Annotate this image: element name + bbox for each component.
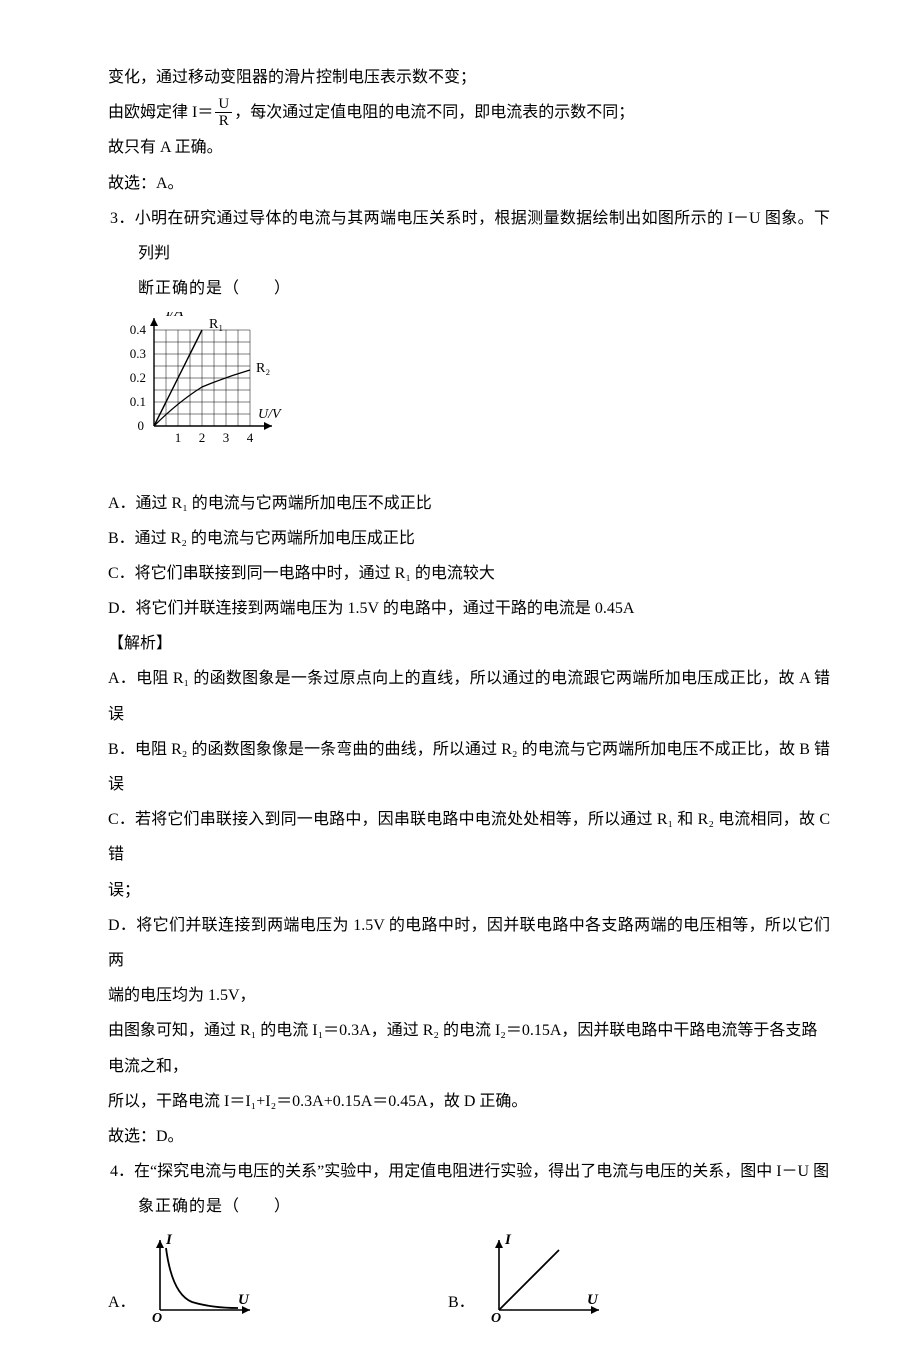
cont-l2-post: ，每次通过定值电阻的电流不同，即电流表的示数不同；: [234, 95, 634, 130]
frac-den: R: [216, 113, 232, 130]
q3-sol-d3: 由图象可知，通过 R₁ 的电流 I₁＝0.3A，通过 R₂ 的电流 I₂＝0.1…: [90, 1013, 830, 1048]
q3-stem-line2: 断正确的是（ ）: [90, 271, 830, 306]
fraction-u-over-r: U R: [215, 96, 232, 130]
q3-opt-d: D．将它们并联连接到两端电压为 1.5V 的电路中，通过干路的电流是 0.45A: [90, 591, 830, 626]
q3-sol-b: B．电阻 R₂ 的函数图象像是一条弯曲的曲线，所以通过 R₂ 的电流与它两端所加…: [90, 732, 830, 802]
cont-line-2: 由欧姆定律 I＝ U R ，每次通过定值电阻的电流不同，即电流表的示数不同；: [90, 95, 830, 130]
frac-num: U: [215, 96, 232, 114]
axis-y-label: I/A: [165, 312, 184, 320]
q3-solution-header: 【解析】: [90, 626, 830, 661]
cont-line-1: 变化，通过移动变阻器的滑片控制电压表示数不变；: [90, 60, 830, 95]
q4-chart-a: I U O: [142, 1234, 262, 1324]
q4-stem-a: 在“探究电流与电压的关系”实验中，用定值电阻进行实验，得出了电流与电压的关系，图…: [134, 1163, 829, 1180]
q3-stem-a: 小明在研究通过导体的电流与其两端电压关系时，根据测量数据绘制出如图所示的 I－U…: [135, 210, 830, 262]
svg-text:U: U: [587, 1292, 599, 1308]
axis-x-label: U/V: [258, 407, 282, 422]
svg-text:3: 3: [223, 430, 230, 445]
series-r1-label: R₁: [209, 317, 223, 332]
q4-choice-b: B． I U O: [448, 1234, 611, 1324]
cont-line-3: 故只有 A 正确。: [90, 130, 830, 165]
q4-opt-a-label: A．: [108, 1285, 136, 1324]
svg-text:2: 2: [199, 430, 206, 445]
cont-l2-pre: 由欧姆定律 I＝: [108, 95, 213, 130]
svg-text:4: 4: [247, 430, 254, 445]
q3-iv-chart: I/A U/V R₁ R₂ 0 0.1 0.2 0.3 0.4 1 2 3 4: [90, 312, 830, 475]
q3-sol-d4: 电流之和，: [90, 1049, 830, 1084]
svg-text:I: I: [165, 1234, 173, 1248]
q3-stem-line1: 3．小明在研究通过导体的电流与其两端电压关系时，根据测量数据绘制出如图所示的 I…: [90, 201, 830, 271]
svg-text:0.4: 0.4: [130, 322, 147, 337]
q3-opt-b: B．通过 R₂ 的电流与它两端所加电压成正比: [90, 521, 830, 556]
svg-text:0.1: 0.1: [130, 394, 146, 409]
q4-stem-line2: 象正确的是（ ）: [90, 1189, 830, 1224]
svg-text:O: O: [491, 1311, 501, 1324]
q3-opt-a: A．通过 R₁ 的电流与它两端所加电压不成正比: [90, 486, 830, 521]
svg-text:0.2: 0.2: [130, 370, 146, 385]
series-r2-label: R₂: [256, 361, 270, 376]
svg-text:1: 1: [175, 430, 182, 445]
svg-text:U: U: [238, 1292, 250, 1308]
q3-sol-d5: 所以，干路电流 I＝I₁+I₂＝0.3A+0.15A＝0.45A，故 D 正确。: [90, 1084, 830, 1119]
q3-answer: 故选：D。: [90, 1119, 830, 1154]
q4-chart-b: I U O: [481, 1234, 611, 1324]
q4-opt-b-label: B．: [448, 1285, 475, 1324]
q4-number: 4．: [110, 1163, 134, 1180]
q4-choice-row: A． I U O B． I U O: [90, 1234, 830, 1324]
q3-sol-c1: C．若将它们串联接入到同一电路中，因串联电路中电流处处相等，所以通过 R₁ 和 …: [90, 802, 830, 872]
svg-text:O: O: [152, 1311, 162, 1324]
svg-text:0: 0: [138, 418, 145, 433]
svg-text:0.3: 0.3: [130, 346, 146, 361]
q3-opt-c: C．将它们串联接到同一电路中时，通过 R₁ 的电流较大: [90, 556, 830, 591]
q3-number: 3．: [110, 210, 135, 227]
svg-text:I: I: [504, 1234, 512, 1248]
cont-line-4: 故选：A。: [90, 166, 830, 201]
q4-choice-a: A． I U O: [108, 1234, 448, 1324]
q3-sol-a: A．电阻 R₁ 的函数图象是一条过原点向上的直线，所以通过的电流跟它两端所加电压…: [90, 661, 830, 731]
q3-sol-d2: 端的电压均为 1.5V，: [90, 978, 830, 1013]
q3-sol-d1: D．将它们并联连接到两端电压为 1.5V 的电路中时，因并联电路中各支路两端的电…: [90, 908, 830, 978]
q3-sol-c2: 误；: [90, 873, 830, 908]
q4-stem-line1: 4．在“探究电流与电压的关系”实验中，用定值电阻进行实验，得出了电流与电压的关系…: [90, 1154, 830, 1189]
